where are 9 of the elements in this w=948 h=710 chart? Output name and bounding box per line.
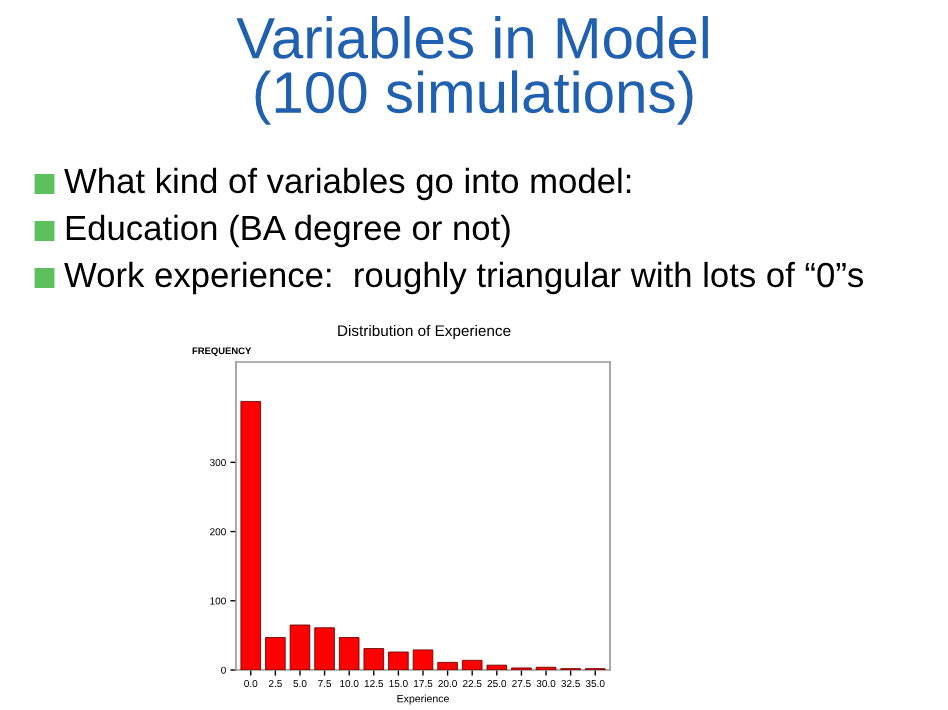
bar	[240, 401, 262, 670]
text: What kind of variables go into model:	[64, 167, 631, 201]
bar	[388, 651, 409, 670]
chart-title: Variables in Model (100 simulations)	[236, 16, 708, 125]
bar	[412, 649, 434, 670]
text: Work experience: roughly triangular with lots of “0”s	[64, 261, 864, 295]
text: Education (BA degree or not)	[66, 214, 510, 248]
bar	[437, 661, 458, 670]
bar	[314, 627, 335, 670]
